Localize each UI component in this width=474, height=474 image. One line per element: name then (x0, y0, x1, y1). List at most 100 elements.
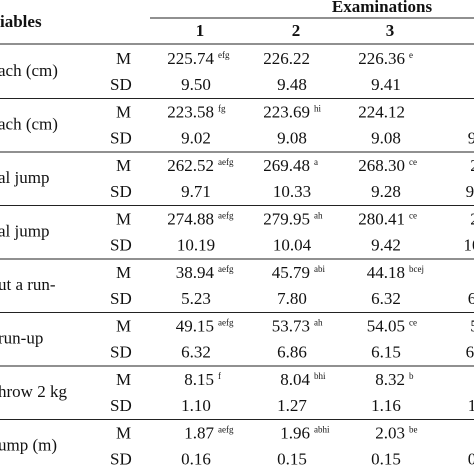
cell-value: 9.42 (371, 235, 401, 254)
cell-superscript: ah (314, 318, 323, 328)
cell-value: 225.74 (167, 49, 214, 68)
stat-label: SD (110, 235, 132, 254)
stat-label: SD (110, 449, 132, 468)
stat-label: M (116, 263, 131, 282)
cell-superscript: b (409, 371, 414, 381)
cell-value: 0.16 (181, 449, 211, 468)
cell-value: 9.02 (181, 128, 211, 147)
cell-value: 269. (470, 156, 474, 175)
cell-value: 1.87 (184, 423, 214, 442)
cell-superscript: f (218, 371, 221, 381)
cell-value: 6.15 (371, 342, 401, 361)
stat-label: SD (110, 182, 132, 201)
row-label: ach (cm) (0, 114, 58, 133)
cell-value: 8.04 (280, 370, 310, 389)
stat-label: SD (110, 289, 132, 308)
cell-value: 8.32 (375, 370, 405, 389)
stat-label: SD (110, 128, 132, 147)
stat-label: SD (110, 342, 132, 361)
stat-label: SD (110, 396, 132, 415)
cell-value: 53.73 (272, 316, 310, 335)
cell-value: 0 (468, 449, 474, 468)
cell-superscript: bcej (409, 264, 424, 274)
cell-value: 10 (464, 235, 474, 254)
cell-value: 0.15 (371, 449, 401, 468)
cell-value: 54.05 (367, 316, 405, 335)
cell-value: 9 (468, 128, 474, 147)
cell-superscript: aefg (218, 318, 234, 328)
group-header: Examinations (332, 0, 433, 16)
cell-value: 9.08 (277, 128, 307, 147)
column-header: 3 (386, 21, 395, 40)
cell-value: 8.15 (184, 370, 214, 389)
cell-value: 6.32 (371, 289, 401, 308)
cell-value: 5.23 (181, 289, 211, 308)
column-header: 2 (292, 21, 301, 40)
cell-value: 45.79 (272, 263, 310, 282)
cell-value: 283. (470, 209, 474, 228)
cell-value: 224.12 (358, 102, 405, 121)
row-label: al jump (0, 221, 49, 240)
cell-superscript: ce (409, 157, 417, 167)
cell-value: 262.52 (167, 156, 214, 175)
cell-value: 0.15 (277, 449, 307, 468)
cell-value: 223.58 (167, 102, 214, 121)
cell-value: 49.15 (176, 316, 214, 335)
cell-value: 10.33 (273, 182, 311, 201)
cell-value: 38.94 (176, 263, 215, 282)
cell-value: 44.18 (367, 263, 405, 282)
cell-value: 226.22 (263, 49, 310, 68)
row-label: hrow 2 kg (0, 382, 67, 401)
stat-label: M (116, 423, 131, 442)
cell-value: 1.96 (280, 423, 310, 442)
cell-value: 2.03 (375, 423, 405, 442)
row-label: al jump (0, 168, 49, 187)
stat-label: M (116, 316, 131, 335)
row-label: ut a run- (0, 275, 56, 294)
cell-superscript: ce (409, 318, 417, 328)
stat-label: M (116, 49, 131, 68)
cell-value: 9.08 (371, 128, 401, 147)
row-label: ach (cm) (0, 61, 58, 80)
cell-superscript: e (409, 50, 413, 60)
cell-value: 9.50 (181, 75, 211, 94)
cell-value: 1.16 (371, 396, 401, 415)
stat-label: M (116, 102, 131, 121)
cell-value: 269.48 (263, 156, 310, 175)
cell-value: 9.28 (371, 182, 401, 201)
cell-value: 10.04 (273, 235, 312, 254)
row-label: run-up (0, 328, 43, 347)
stat-label: M (116, 370, 131, 389)
stat-label: SD (110, 75, 132, 94)
cell-value: 10.19 (177, 235, 215, 254)
variable-header: iables (0, 12, 42, 31)
cell-superscript: hi (314, 104, 322, 114)
stat-label: M (116, 209, 131, 228)
cell-value: 9.71 (181, 182, 211, 201)
cell-value: 279.95 (263, 209, 310, 228)
cell-value: 226.36 (358, 49, 405, 68)
cell-value: 6 (468, 289, 474, 308)
cell-superscript: bhi (314, 371, 326, 381)
cell-value: 6.32 (181, 342, 211, 361)
cell-value: 7.80 (277, 289, 307, 308)
cell-value: 9.41 (371, 75, 401, 94)
cell-superscript: a (314, 157, 318, 167)
cell-value: 1.27 (277, 396, 307, 415)
cell-superscript: be (409, 425, 418, 435)
cell-superscript: aefg (218, 425, 234, 435)
cell-superscript: ce (409, 211, 417, 221)
cell-value: 56.9 (470, 316, 474, 335)
cell-superscript: aefg (218, 157, 234, 167)
cell-value: 1 (468, 396, 474, 415)
cell-value: 1.10 (181, 396, 211, 415)
cell-value: 268.30 (358, 156, 405, 175)
cell-superscript: abhi (314, 425, 330, 435)
cell-value: 274.88 (167, 209, 214, 228)
cell-value: 6. (466, 342, 474, 361)
column-header: 1 (196, 21, 205, 40)
cell-superscript: fg (218, 104, 226, 114)
cell-value: 223.69 (263, 102, 310, 121)
cell-superscript: aefg (218, 211, 234, 221)
